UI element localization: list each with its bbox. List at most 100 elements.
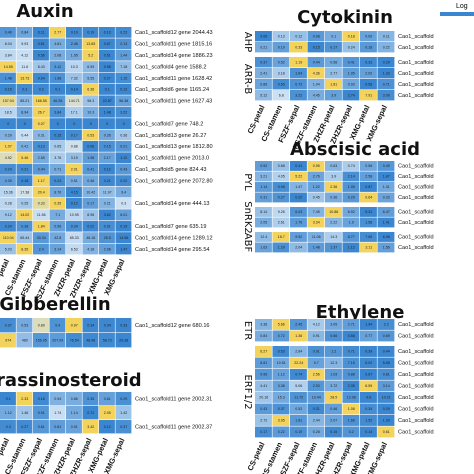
cell-value: 0.86 bbox=[71, 397, 78, 401]
heat-cell bbox=[82, 27, 99, 38]
heat-cell bbox=[272, 403, 290, 415]
cell-value: 56.38 bbox=[119, 99, 128, 103]
heat-cell bbox=[307, 57, 325, 68]
cell-value: 2.55 bbox=[38, 156, 45, 160]
gene-label: Cao1_scaffold11 gene 1628.42 bbox=[135, 76, 212, 82]
cell-value: 2.58 bbox=[365, 175, 372, 179]
heat-cell bbox=[290, 31, 307, 42]
cell-value: 9.4 bbox=[121, 190, 126, 194]
cell-value: 4.12 bbox=[313, 323, 320, 327]
cell-value: 3.22 bbox=[120, 110, 127, 114]
heat-cell bbox=[115, 392, 132, 406]
heat-cell bbox=[290, 392, 307, 403]
gene-label: Cao1_scaffold bbox=[398, 361, 434, 367]
cell-value: 6.98 bbox=[383, 235, 390, 239]
heat-cell bbox=[377, 232, 395, 242]
heat-cell bbox=[290, 319, 307, 330]
cell-value: 0.63 bbox=[330, 164, 337, 168]
heat-cell bbox=[66, 333, 82, 348]
gene-label: Cao1_scaffold14 gene 295.54 bbox=[135, 247, 210, 253]
heat-cell bbox=[99, 198, 115, 209]
heat-cell bbox=[377, 415, 395, 426]
heat-cell bbox=[290, 380, 307, 392]
cell-value: 1.48 bbox=[104, 110, 111, 114]
cell-value: 2.01 bbox=[71, 167, 78, 171]
heat-cell bbox=[342, 392, 360, 403]
heat-cell bbox=[272, 182, 290, 192]
cell-value: 1.14 bbox=[71, 411, 78, 415]
heat-cell bbox=[342, 369, 360, 380]
cell-value: 156.95 bbox=[36, 338, 47, 342]
cell-value: 0.13 bbox=[104, 31, 111, 35]
heat-cell bbox=[307, 392, 325, 403]
heat-cell bbox=[33, 392, 49, 406]
cell-value: 3.06 bbox=[383, 93, 390, 97]
heat-cell bbox=[255, 392, 272, 403]
heat-cell bbox=[49, 243, 66, 255]
gene-label: Cao1_scaffold bbox=[398, 210, 434, 216]
cell-value: 1.2 bbox=[331, 350, 336, 354]
heat-cell bbox=[360, 380, 377, 392]
heat-cell bbox=[16, 38, 33, 50]
heat-cell bbox=[342, 161, 360, 171]
heat-cell bbox=[307, 42, 325, 53]
heat-cell bbox=[49, 163, 66, 175]
heat-cell bbox=[290, 232, 307, 242]
heat-cell bbox=[377, 207, 395, 217]
cell-value: 2.14 bbox=[348, 175, 355, 179]
heat-cell bbox=[0, 232, 16, 243]
cell-value: 3.76 bbox=[54, 156, 61, 160]
heat-cell bbox=[82, 243, 99, 255]
cell-value: 2.61 bbox=[278, 221, 285, 225]
heat-cell bbox=[99, 106, 115, 118]
cell-value: 974 bbox=[5, 338, 11, 342]
heat-cell bbox=[272, 380, 290, 392]
heat-cell bbox=[66, 186, 82, 198]
cell-value: 0.12 bbox=[120, 88, 127, 92]
gene-label: Cao1_scaffold11 gene 1627.43 bbox=[135, 99, 212, 105]
cell-value: 1.36 bbox=[295, 334, 302, 338]
heat-cell bbox=[16, 84, 33, 95]
heat-cell bbox=[342, 330, 360, 342]
cell-value: 2.07 bbox=[330, 419, 337, 423]
heat-cell bbox=[307, 415, 325, 426]
heat-cell bbox=[325, 369, 342, 380]
cell-value: 0.74 bbox=[295, 373, 302, 377]
heat-cell bbox=[99, 392, 115, 406]
cell-value: 0.34 bbox=[87, 323, 94, 327]
cell-value: 3.05 bbox=[330, 323, 337, 327]
cell-value: 10.51 bbox=[277, 361, 286, 365]
heat-cell bbox=[290, 182, 307, 192]
cell-value: 28.5 bbox=[330, 396, 337, 400]
cell-value: 2.71 bbox=[348, 323, 355, 327]
cell-value: 0.41 bbox=[87, 167, 94, 171]
cell-value: 3.12 bbox=[54, 65, 61, 69]
heat-cell bbox=[272, 79, 290, 90]
cell-value: 5.12 bbox=[260, 93, 267, 97]
cell-value: 1.03 bbox=[330, 373, 337, 377]
cell-value: 0.41 bbox=[348, 60, 355, 64]
cell-value: 12.3 bbox=[330, 361, 337, 365]
cell-value: 15.3 bbox=[278, 396, 285, 400]
heat-cell bbox=[33, 209, 49, 221]
cell-value: 4.92 bbox=[5, 156, 12, 160]
cell-value: 0.52 bbox=[260, 164, 267, 168]
cell-value: 0.2 bbox=[349, 430, 354, 434]
cell-value: 0.33 bbox=[295, 45, 302, 49]
heat-cell bbox=[82, 106, 99, 118]
heat-cell bbox=[360, 217, 377, 228]
cell-value: 3.36 bbox=[278, 384, 285, 388]
heat-cell bbox=[290, 57, 307, 68]
heat-cell bbox=[66, 61, 82, 72]
heat-cell bbox=[255, 192, 272, 203]
cell-value: 0.41 bbox=[21, 145, 28, 149]
cell-value: 6.36 bbox=[87, 88, 94, 92]
cell-value: 0.98 bbox=[104, 65, 111, 69]
heat-cell bbox=[360, 90, 377, 101]
heat-cell bbox=[377, 380, 395, 392]
cell-value: 0.52 bbox=[295, 407, 302, 411]
cell-value: 76.54 bbox=[70, 338, 79, 342]
cell-value: 0.15 bbox=[54, 133, 61, 137]
heat-cell bbox=[115, 95, 132, 107]
heat-cell bbox=[272, 31, 290, 42]
